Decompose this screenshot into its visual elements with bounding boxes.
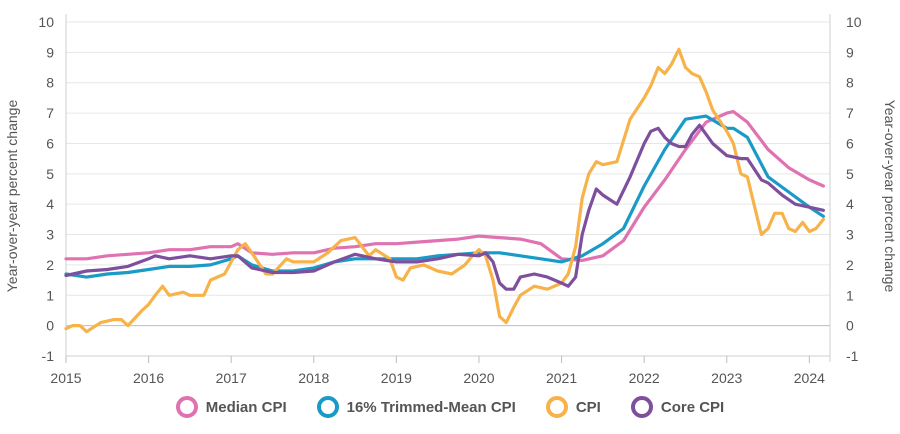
series-line-median-cpi bbox=[64, 109, 826, 262]
legend-item-cpi[interactable]: CPI bbox=[545, 396, 601, 418]
y-tick-label-right: 4 bbox=[846, 196, 854, 212]
x-tick-label: 2021 bbox=[546, 370, 577, 386]
y-tick-label-right: 9 bbox=[846, 44, 854, 60]
x-tick-label: 2023 bbox=[711, 370, 742, 386]
line-chart: -1 -1 0 0 1 1 2 2 3 3 4 4 5 5 6 6 7 7 8 8 9 9 10 10 2015 2016 2017… bbox=[4, 14, 898, 386]
x-tick-label: 2018 bbox=[298, 370, 329, 386]
y-tick-label-right: 3 bbox=[846, 227, 854, 243]
x-tick-label: 2022 bbox=[629, 370, 660, 386]
y-tick-label-right: 7 bbox=[846, 105, 854, 121]
y-tick-label-right: 6 bbox=[846, 135, 854, 151]
legend: Median CPI 16% Trimmed-Mean CPI CPI Core… bbox=[0, 396, 900, 418]
series-layer bbox=[64, 47, 826, 334]
series-line-cpi bbox=[64, 47, 826, 334]
legend-item-trimmed-mean-cpi[interactable]: 16% Trimmed-Mean CPI bbox=[316, 396, 516, 418]
y-tick-label-left: 2 bbox=[46, 257, 54, 273]
x-tick-label: 2015 bbox=[50, 370, 81, 386]
y-tick-label-left: 3 bbox=[46, 227, 54, 243]
x-tick-label: 2019 bbox=[381, 370, 412, 386]
y-tick-label-left: 5 bbox=[46, 166, 54, 182]
legend-item-median-cpi[interactable]: Median CPI bbox=[175, 396, 287, 418]
core-cpi-circle-icon bbox=[630, 396, 653, 418]
y-tick-label-left: 6 bbox=[46, 135, 54, 151]
y-tick-label-right: 2 bbox=[846, 257, 854, 273]
y-axis-title-right: Year-over-year percent change bbox=[882, 100, 898, 293]
y-tick-label-right: 5 bbox=[846, 166, 854, 182]
y-tick-label-right: -1 bbox=[846, 348, 859, 364]
legend-label-trimmed-mean-cpi: 16% Trimmed-Mean CPI bbox=[346, 398, 516, 416]
grid-layer bbox=[66, 21, 830, 357]
y-axis-title-left: Year-over-year percent change bbox=[4, 100, 20, 293]
x-tick-label: 2020 bbox=[463, 370, 494, 386]
series-line-core-cpi bbox=[64, 123, 826, 291]
legend-label-cpi: CPI bbox=[575, 398, 601, 416]
legend-label-core-cpi: Core CPI bbox=[660, 398, 725, 416]
legend-label-median-cpi: Median CPI bbox=[205, 398, 287, 416]
y-tick-label-right: 0 bbox=[846, 318, 854, 334]
y-tick-label-left: 10 bbox=[38, 14, 54, 30]
y-tick-label-left: 4 bbox=[46, 196, 54, 212]
y-tick-label-right: 10 bbox=[846, 14, 862, 30]
x-tick-label: 2016 bbox=[133, 370, 164, 386]
y-tick-label-left: 9 bbox=[46, 44, 54, 60]
y-tick-label-left: 7 bbox=[46, 105, 54, 121]
y-tick-label-left: 0 bbox=[46, 318, 54, 334]
y-tick-label-right: 1 bbox=[846, 287, 854, 303]
cpi-circle-icon bbox=[545, 396, 568, 418]
median-cpi-circle-icon bbox=[175, 396, 198, 418]
y-tick-label-left: -1 bbox=[42, 348, 55, 364]
y-tick-label-right: 8 bbox=[846, 75, 854, 91]
trimmed-mean-cpi-circle-icon bbox=[316, 396, 339, 418]
x-tick-label: 2017 bbox=[216, 370, 247, 386]
legend-item-core-cpi[interactable]: Core CPI bbox=[630, 396, 725, 418]
y-tick-label-left: 8 bbox=[46, 75, 54, 91]
x-tick-label: 2024 bbox=[794, 370, 825, 386]
y-tick-label-left: 1 bbox=[46, 287, 54, 303]
axis-layer: -1 -1 0 0 1 1 2 2 3 3 4 4 5 5 6 6 7 7 8 8 9 9 10 10 2015 2016 2017… bbox=[38, 14, 862, 386]
